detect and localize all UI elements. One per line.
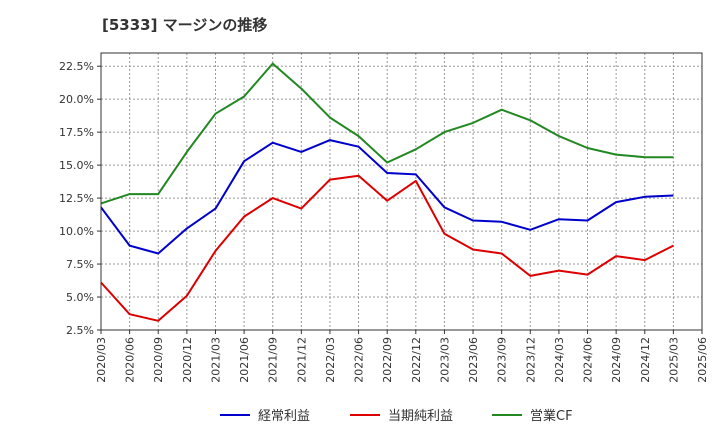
x-tick-label: 2025/06 <box>696 337 709 383</box>
x-tick-label: 2025/03 <box>667 337 680 383</box>
x-tick-label: 2022/06 <box>353 337 366 383</box>
x-tick-label: 2024/12 <box>639 337 652 383</box>
x-tick-label: 2023/12 <box>524 337 537 383</box>
y-tick-label: 20.0% <box>59 93 94 106</box>
series-line <box>100 62 674 205</box>
x-tick-label: 2023/09 <box>496 337 509 383</box>
x-tick-label: 2021/03 <box>209 337 222 383</box>
legend-label: 当期純利益 <box>388 409 453 424</box>
legend-label: 営業CF <box>530 408 573 424</box>
series-line <box>100 174 674 322</box>
series-line <box>100 139 674 255</box>
series-lines <box>100 62 674 322</box>
y-axis: 2.5% 5.0% 7.5% 10.0% 12.5% 15.0% 17.5% 20.0% 22.… <box>59 60 101 337</box>
x-tick-label: 2024/03 <box>553 337 566 383</box>
y-tick-label: 15.0% <box>59 159 94 172</box>
plot-frame <box>100 52 703 331</box>
y-tick-label: 7.5% <box>66 258 94 271</box>
x-tick-label: 2024/06 <box>582 337 595 383</box>
x-tick-label: 2021/06 <box>238 337 251 383</box>
y-tick-label: 10.0% <box>59 225 94 238</box>
y-tick-label: 12.5% <box>59 192 94 205</box>
y-tick-label: 17.5% <box>59 126 94 139</box>
x-axis: 2020/03 2020/06 2020/09 2020/12 2021/03 2021/… <box>95 330 709 383</box>
x-tick-label: 2020/12 <box>181 337 194 383</box>
x-tick-label: 2024/09 <box>610 337 623 383</box>
y-tick-label: 5.0% <box>66 291 94 304</box>
legend-label: 経常利益 <box>258 409 310 424</box>
x-tick-label: 2023/06 <box>467 337 480 383</box>
x-tick-label: 2022/12 <box>410 337 423 383</box>
x-tick-label: 2020/03 <box>95 337 108 383</box>
y-tick-label: 2.5% <box>66 324 94 337</box>
x-tick-label: 2023/03 <box>438 337 451 383</box>
chart-title: [5333] マージンの推移 <box>102 16 268 34</box>
x-tick-label: 2021/09 <box>267 337 280 383</box>
legend: 経常利益 当期純利益 営業CF <box>220 408 573 424</box>
x-tick-label: 2021/12 <box>295 337 308 383</box>
x-tick-label: 2022/03 <box>324 337 337 383</box>
x-tick-label: 2020/06 <box>124 337 137 383</box>
x-tick-label: 2020/09 <box>152 337 165 383</box>
x-tick-label: 2022/09 <box>381 337 394 383</box>
y-tick-label: 22.5% <box>59 60 94 73</box>
